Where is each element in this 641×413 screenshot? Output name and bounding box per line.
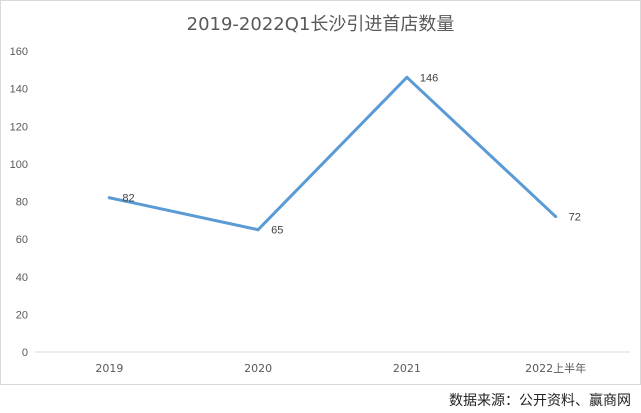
data-point [107, 196, 111, 200]
data-point [554, 215, 558, 219]
y-tick-label: 20 [16, 309, 28, 321]
data-label: 82 [122, 193, 134, 205]
chart-title: 2019-2022Q1长沙引进首店数量 [186, 14, 455, 35]
line-chart: 0 20 40 60 80 100 120 140 160 2019 2020 2021 2022上半年… [10, 46, 630, 375]
x-tick-label: 2020 [244, 362, 272, 375]
data-label: 72 [569, 212, 581, 224]
y-tick-label: 80 [16, 197, 28, 209]
x-tick-label: 2019 [95, 362, 123, 375]
series-line [107, 75, 558, 232]
data-point [256, 228, 260, 232]
data-label: 65 [271, 225, 283, 237]
source-note: 数据来源：公开资料、赢商网 [449, 393, 631, 409]
x-tick-label: 2021 [393, 362, 421, 375]
y-tick-label: 120 [10, 121, 28, 133]
y-tick-label: 40 [16, 272, 28, 284]
y-tick-label: 100 [10, 159, 28, 171]
y-tick-label: 140 [10, 84, 28, 96]
y-tick-label: 160 [10, 46, 28, 58]
data-label: 146 [420, 72, 438, 84]
y-tick-label: 60 [16, 234, 28, 246]
y-tick-label: 0 [22, 347, 28, 359]
chart-frame [0, 0, 641, 385]
x-tick-label: 2022上半年 [525, 361, 586, 375]
data-point [405, 75, 409, 79]
